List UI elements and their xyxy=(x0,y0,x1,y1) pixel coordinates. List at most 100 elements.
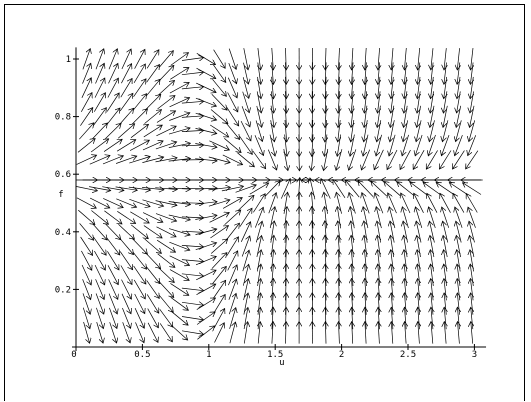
field-arrow xyxy=(350,135,354,157)
field-arrow xyxy=(376,207,381,228)
field-arrow xyxy=(321,179,330,199)
field-arrow xyxy=(442,207,449,228)
y-tick-label: 1 xyxy=(66,55,71,65)
field-arrow xyxy=(250,183,269,194)
field-arrow xyxy=(241,121,251,141)
field-arrow xyxy=(211,110,228,124)
field-arrow xyxy=(337,207,340,229)
field-arrow xyxy=(270,207,275,228)
field-arrow xyxy=(468,135,476,155)
field-arrow xyxy=(130,212,149,223)
field-arrow xyxy=(182,274,204,276)
field-arrow xyxy=(256,221,262,242)
x-tick-label: 0.5 xyxy=(134,350,150,360)
field-arrow xyxy=(157,111,176,123)
field-arrow xyxy=(182,231,204,232)
y-axis-label: f xyxy=(58,190,63,200)
field-arrow xyxy=(144,226,162,238)
x-tick-label: 2 xyxy=(339,350,344,360)
field-arrow xyxy=(265,181,280,197)
field-arrow xyxy=(416,120,421,141)
field-arrow xyxy=(222,186,244,191)
field-arrow xyxy=(269,193,277,214)
field-arrow xyxy=(350,207,354,229)
field-arrow xyxy=(281,179,290,199)
field-arrow xyxy=(132,238,147,254)
field-arrow xyxy=(469,221,475,242)
field-arrow xyxy=(224,138,241,152)
field-arrow xyxy=(77,155,97,164)
field-arrow xyxy=(211,239,228,254)
field-arrow xyxy=(196,243,217,250)
field-arrow xyxy=(414,193,424,213)
field-arrow xyxy=(109,49,117,69)
field-arrow xyxy=(106,224,121,240)
field-arrow xyxy=(93,224,108,240)
field-arrow xyxy=(171,53,189,66)
field-arrow xyxy=(182,260,204,262)
field-arrow xyxy=(253,194,265,213)
field-arrow xyxy=(384,181,401,195)
field-arrow xyxy=(236,185,257,192)
field-arrow xyxy=(285,207,287,229)
field-arrow xyxy=(182,145,204,146)
field-arrow xyxy=(345,180,359,197)
field-arrow xyxy=(196,83,216,92)
field-arrow xyxy=(388,193,397,213)
field-arrow xyxy=(255,207,263,227)
field-arrow xyxy=(455,135,463,156)
field-arrow xyxy=(170,83,189,94)
field-arrow xyxy=(361,150,369,170)
field-arrow xyxy=(107,237,120,255)
field-arrow xyxy=(403,120,408,141)
field-arrow xyxy=(182,288,204,291)
field-arrow xyxy=(132,109,148,125)
field-arrow xyxy=(197,298,216,310)
field-arrow xyxy=(389,135,395,156)
field-arrow xyxy=(214,50,226,69)
field-arrow xyxy=(148,323,158,343)
field-arrow xyxy=(443,221,448,242)
field-arrow xyxy=(197,326,214,339)
field-arrow xyxy=(196,270,216,280)
field-arrow xyxy=(400,150,410,169)
field-arrow xyxy=(469,120,475,141)
field-arrow xyxy=(410,182,428,195)
field-arrow xyxy=(171,325,187,340)
field-arrow xyxy=(170,256,190,266)
field-arrow xyxy=(158,96,175,109)
field-arrow xyxy=(225,210,241,225)
field-arrow xyxy=(197,284,216,295)
field-arrow xyxy=(209,141,229,150)
field-arrow xyxy=(453,193,464,212)
field-arrow xyxy=(371,181,387,196)
field-arrow xyxy=(336,149,342,170)
field-arrow xyxy=(226,123,240,140)
field-arrow xyxy=(389,207,395,228)
field-arrow xyxy=(427,193,437,212)
field-arrow xyxy=(170,270,189,281)
field-arrow xyxy=(182,317,204,320)
y-tick-label: 0.6 xyxy=(55,170,71,180)
field-arrow xyxy=(145,94,161,110)
field-arrow xyxy=(130,140,149,150)
field-arrow xyxy=(256,121,262,142)
field-arrow xyxy=(242,106,250,127)
field-arrow xyxy=(397,182,414,196)
field-arrow xyxy=(197,312,215,325)
field-arrow xyxy=(78,139,95,153)
field-arrow xyxy=(223,155,243,165)
field-arrow xyxy=(158,80,174,95)
field-arrow xyxy=(158,268,174,283)
field-arrow xyxy=(456,120,462,141)
field-arrow xyxy=(337,135,341,157)
field-arrow xyxy=(157,240,175,252)
field-arrow xyxy=(212,94,227,110)
field-arrow xyxy=(182,87,204,89)
x-tick-label: 2.5 xyxy=(400,350,416,360)
field-arrow xyxy=(147,280,160,298)
y-tick-label: 0.8 xyxy=(55,113,71,123)
field-arrow xyxy=(215,323,225,343)
